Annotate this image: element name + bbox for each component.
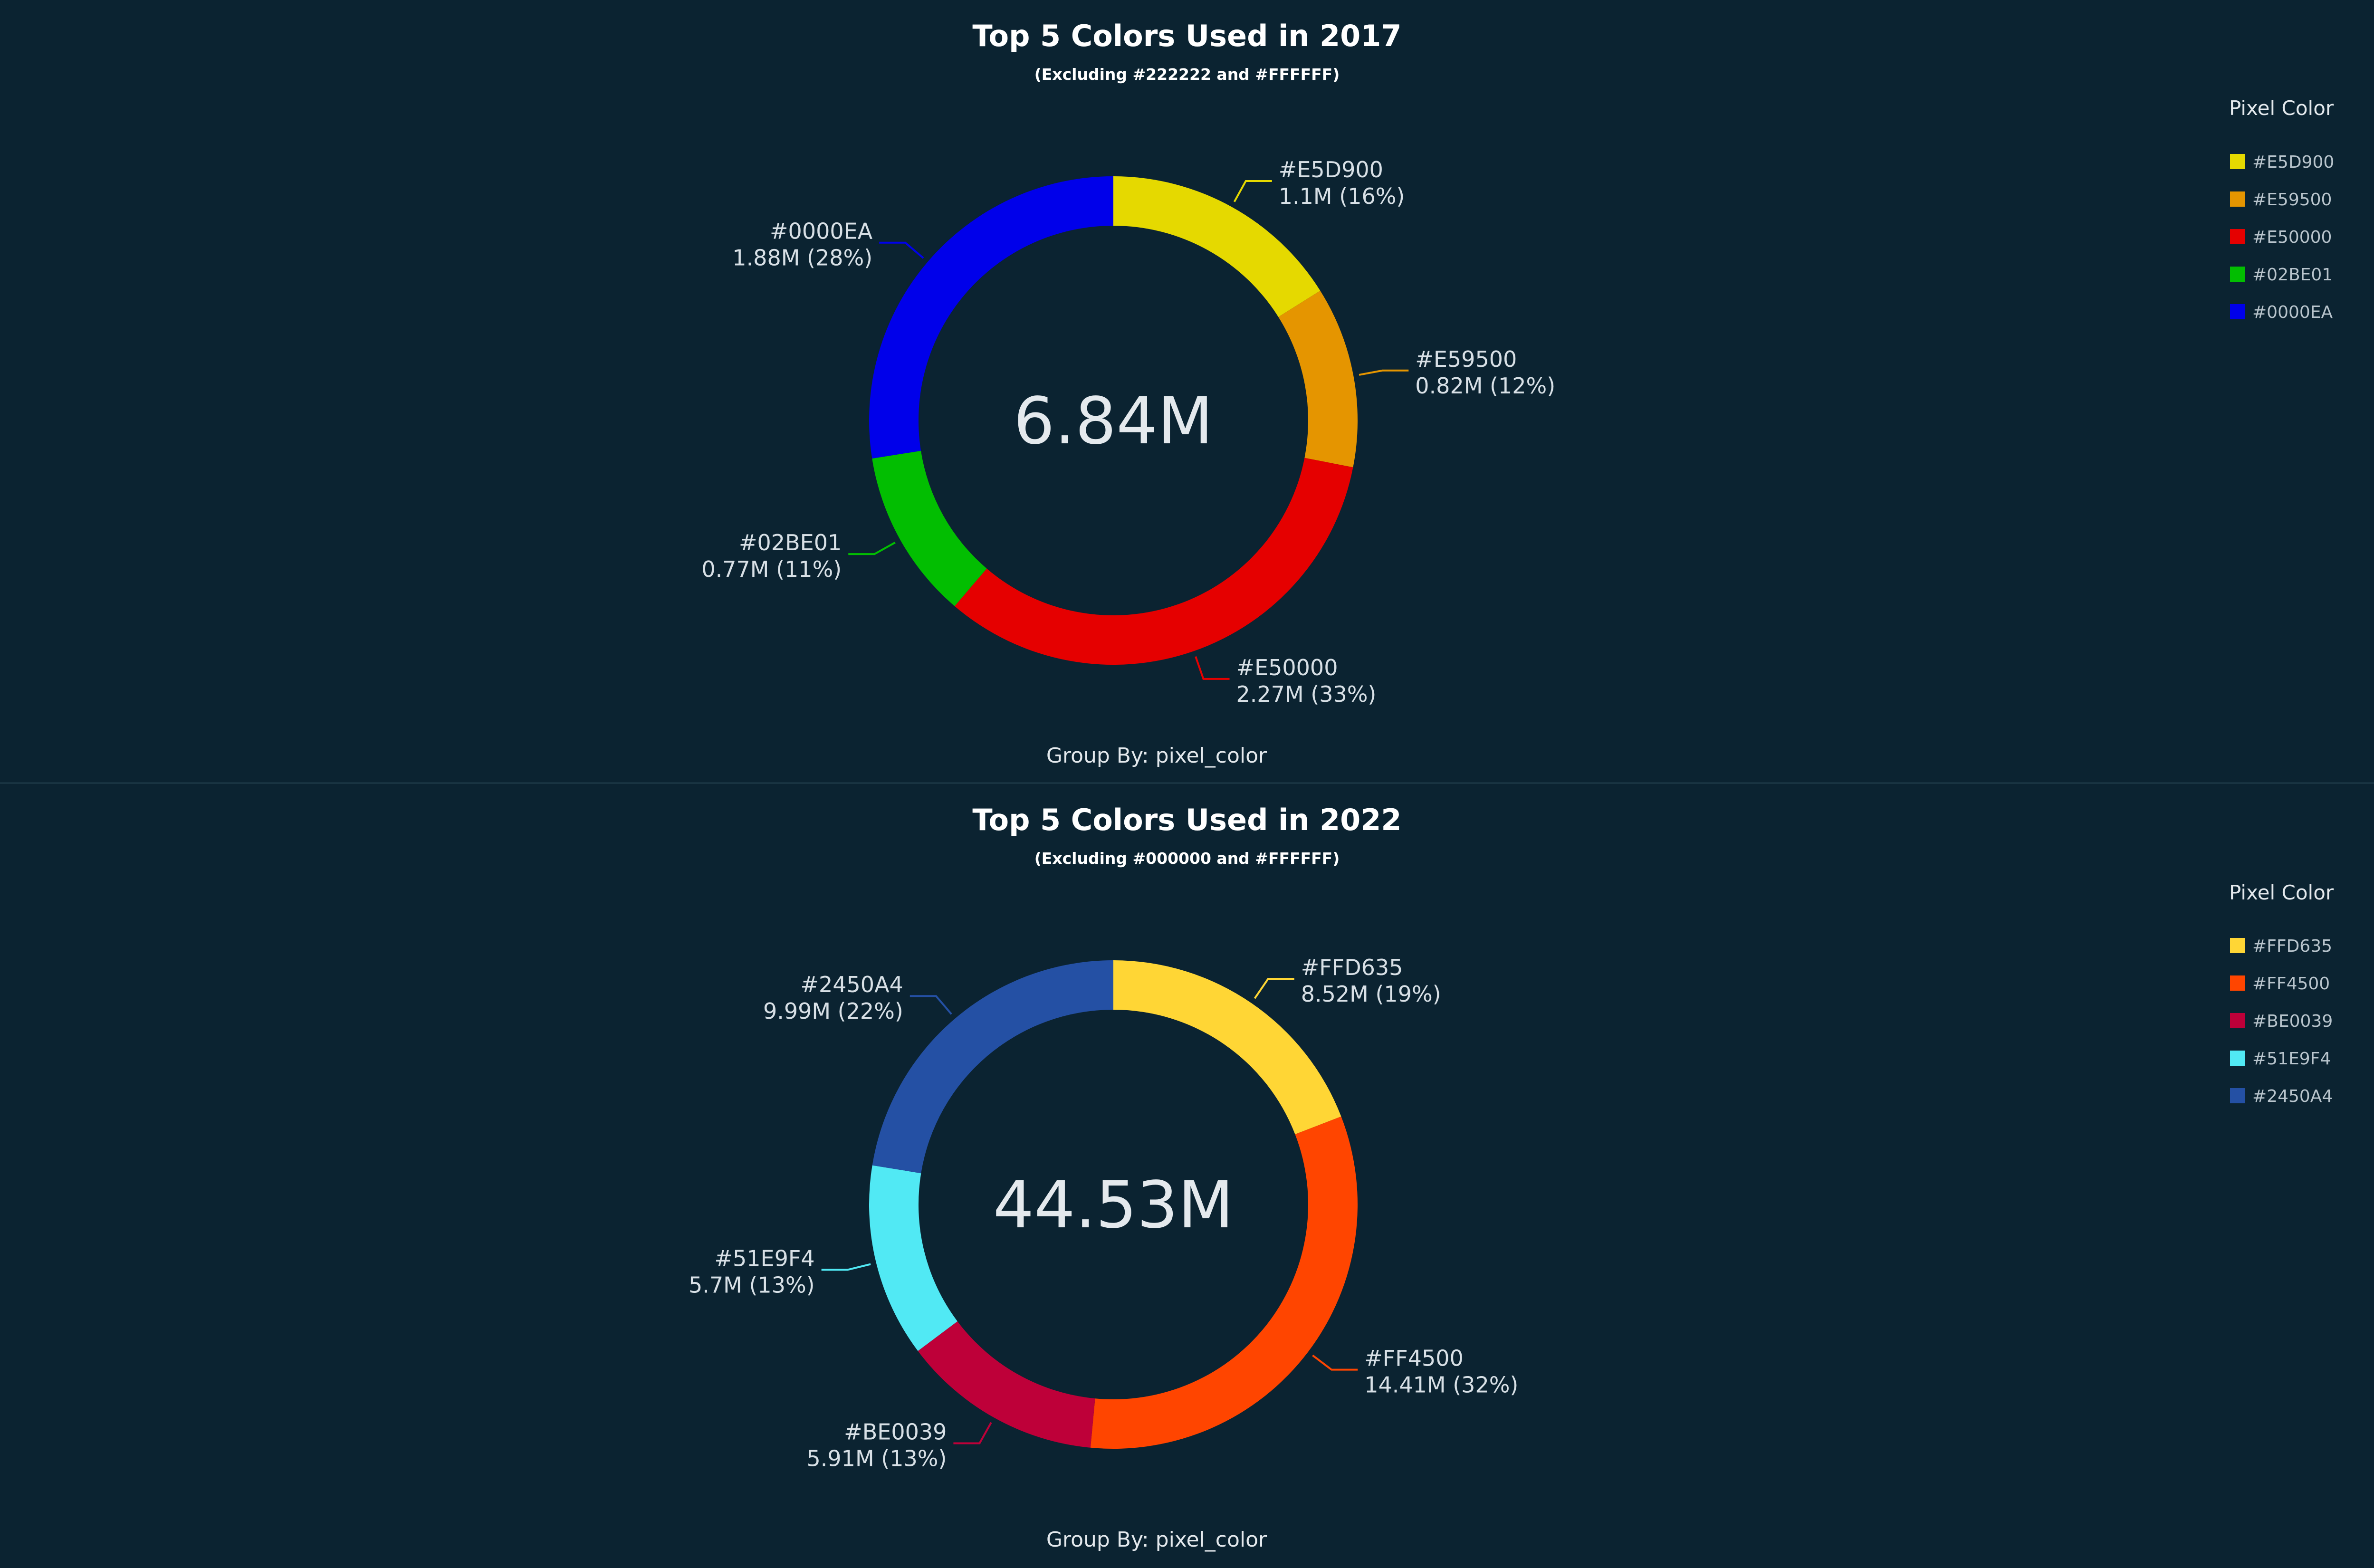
legend-label: #E59500 (2252, 190, 2332, 210)
slice-leader-line (1359, 369, 1409, 376)
group-by-label: Group By: pixel_color (1046, 1528, 1267, 1552)
slice-leader-line (848, 541, 896, 555)
slice-label-name: #E5D900 (1279, 157, 1383, 182)
legend-label: #0000EA (2252, 303, 2333, 322)
slice-label-value: 8.52M (19%) (1301, 981, 1441, 1007)
slice-label-value: 0.82M (12%) (1415, 373, 1555, 399)
slice-label-name: #FF4500 (1364, 1346, 1464, 1371)
legend-label: #51E9F4 (2252, 1049, 2331, 1069)
slice-label-name: #BE0039 (844, 1419, 947, 1444)
slice-leader-line (821, 1263, 871, 1271)
donut-slice-be0039[interactable] (918, 1321, 1095, 1448)
chart-panel-2022: Top 5 Colors Used in 2022 (Excluding #00… (689, 803, 2334, 1552)
slice-leader-line (953, 1422, 992, 1444)
legend-title: Pixel Color (2229, 881, 2334, 904)
slice-leader-line (1254, 977, 1294, 999)
slice-label-value: 1.88M (28%) (732, 245, 872, 271)
legend-swatch (2230, 938, 2245, 953)
donut-slices (869, 176, 1358, 665)
legend: Pixel Color #FFD635 #FF4500 #BE0039 #51E9F4… (2229, 881, 2334, 1106)
chart-title: Top 5 Colors Used in 2017 (972, 19, 1401, 53)
slice-leader-line (909, 995, 952, 1015)
slice-label-value: 2.27M (33%) (1236, 681, 1377, 707)
chart-subtitle: (Excluding #222222 and #FFFFFF) (1034, 65, 1340, 84)
legend-swatch (2230, 267, 2245, 282)
legend-item-02be01[interactable]: #02BE01 (2230, 265, 2333, 285)
legend-swatch (2230, 1051, 2245, 1066)
donut-slice-ff4500[interactable] (1090, 1116, 1358, 1449)
legend-swatch (2230, 1013, 2245, 1028)
donut-slice-2450a4[interactable] (872, 960, 1113, 1174)
chart-panel-2017: Top 5 Colors Used in 2017 (Excluding #22… (701, 19, 2334, 768)
legend-swatch (2230, 191, 2245, 207)
legend: Pixel Color #E5D900 #E59500 #E50000 #02BE01… (2229, 96, 2334, 322)
legend-item-e59500[interactable]: #E59500 (2230, 190, 2332, 210)
legend-swatch (2230, 304, 2245, 319)
legend-item-51e9f4[interactable]: #51E9F4 (2230, 1049, 2331, 1069)
legend-item-e50000[interactable]: #E50000 (2230, 228, 2332, 247)
legend-label: #FFD635 (2252, 937, 2332, 956)
slice-label-name: #FFD635 (1301, 955, 1403, 980)
slice-label-name: #E50000 (1236, 655, 1338, 680)
legend-item-ffd635[interactable]: #FFD635 (2230, 937, 2332, 956)
donut-slice-ffd635[interactable] (1113, 960, 1341, 1135)
slice-label-name: #2450A4 (800, 972, 903, 997)
donut-slices (869, 960, 1358, 1449)
legend-item-0000ea[interactable]: #0000EA (2230, 303, 2333, 322)
slice-label-value: 0.77M (11%) (701, 556, 842, 582)
legend-swatch (2230, 975, 2245, 991)
legend-label: #2450A4 (2252, 1087, 2333, 1106)
slice-leader-line (879, 241, 924, 259)
donut-slice-e59500[interactable] (1278, 290, 1358, 468)
legend-title: Pixel Color (2229, 96, 2334, 120)
chart-subtitle: (Excluding #000000 and #FFFFFF) (1034, 849, 1340, 868)
donut-center-total: 44.53M (993, 1168, 1234, 1243)
slice-label-value: 9.99M (22%) (763, 998, 903, 1024)
legend-item-e5d900[interactable]: #E5D900 (2230, 153, 2334, 172)
slice-label-value: 5.7M (13%) (689, 1272, 815, 1298)
slice-leader-line (1195, 656, 1230, 680)
legend-swatch (2230, 154, 2245, 169)
donut-slice-51e9f4[interactable] (869, 1165, 957, 1351)
slice-leader-line (1312, 1354, 1358, 1371)
group-by-label: Group By: pixel_color (1046, 744, 1267, 768)
chart-title: Top 5 Colors Used in 2022 (972, 803, 1401, 837)
slice-label-value: 5.91M (13%) (807, 1445, 947, 1471)
donut-slice-e5d900[interactable] (1113, 176, 1321, 317)
slice-label-value: 1.1M (16%) (1279, 183, 1405, 209)
slice-label-name: #0000EA (770, 219, 873, 244)
donut-center-total: 6.84M (1014, 384, 1213, 459)
slice-label-name: #51E9F4 (714, 1245, 814, 1271)
legend-label: #FF4500 (2252, 974, 2330, 994)
legend-swatch (2230, 229, 2245, 244)
donut-slice-02be01[interactable] (872, 450, 987, 606)
legend-item-be0039[interactable]: #BE0039 (2230, 1012, 2333, 1031)
legend-label: #E5D900 (2252, 153, 2334, 172)
slice-leader-line (1233, 180, 1272, 202)
donut-slice-0000ea[interactable] (869, 176, 1113, 459)
donut-slice-e50000[interactable] (955, 458, 1353, 665)
slice-label-name: #E59500 (1415, 346, 1517, 372)
slice-label-value: 14.41M (32%) (1364, 1372, 1518, 1398)
legend-item-2450a4[interactable]: #2450A4 (2230, 1087, 2333, 1106)
legend-swatch (2230, 1088, 2245, 1103)
slice-label-name: #02BE01 (739, 530, 842, 555)
legend-label: #E50000 (2252, 228, 2332, 247)
legend-label: #BE0039 (2252, 1012, 2333, 1031)
legend-item-ff4500[interactable]: #FF4500 (2230, 974, 2330, 994)
legend-label: #02BE01 (2252, 265, 2333, 285)
